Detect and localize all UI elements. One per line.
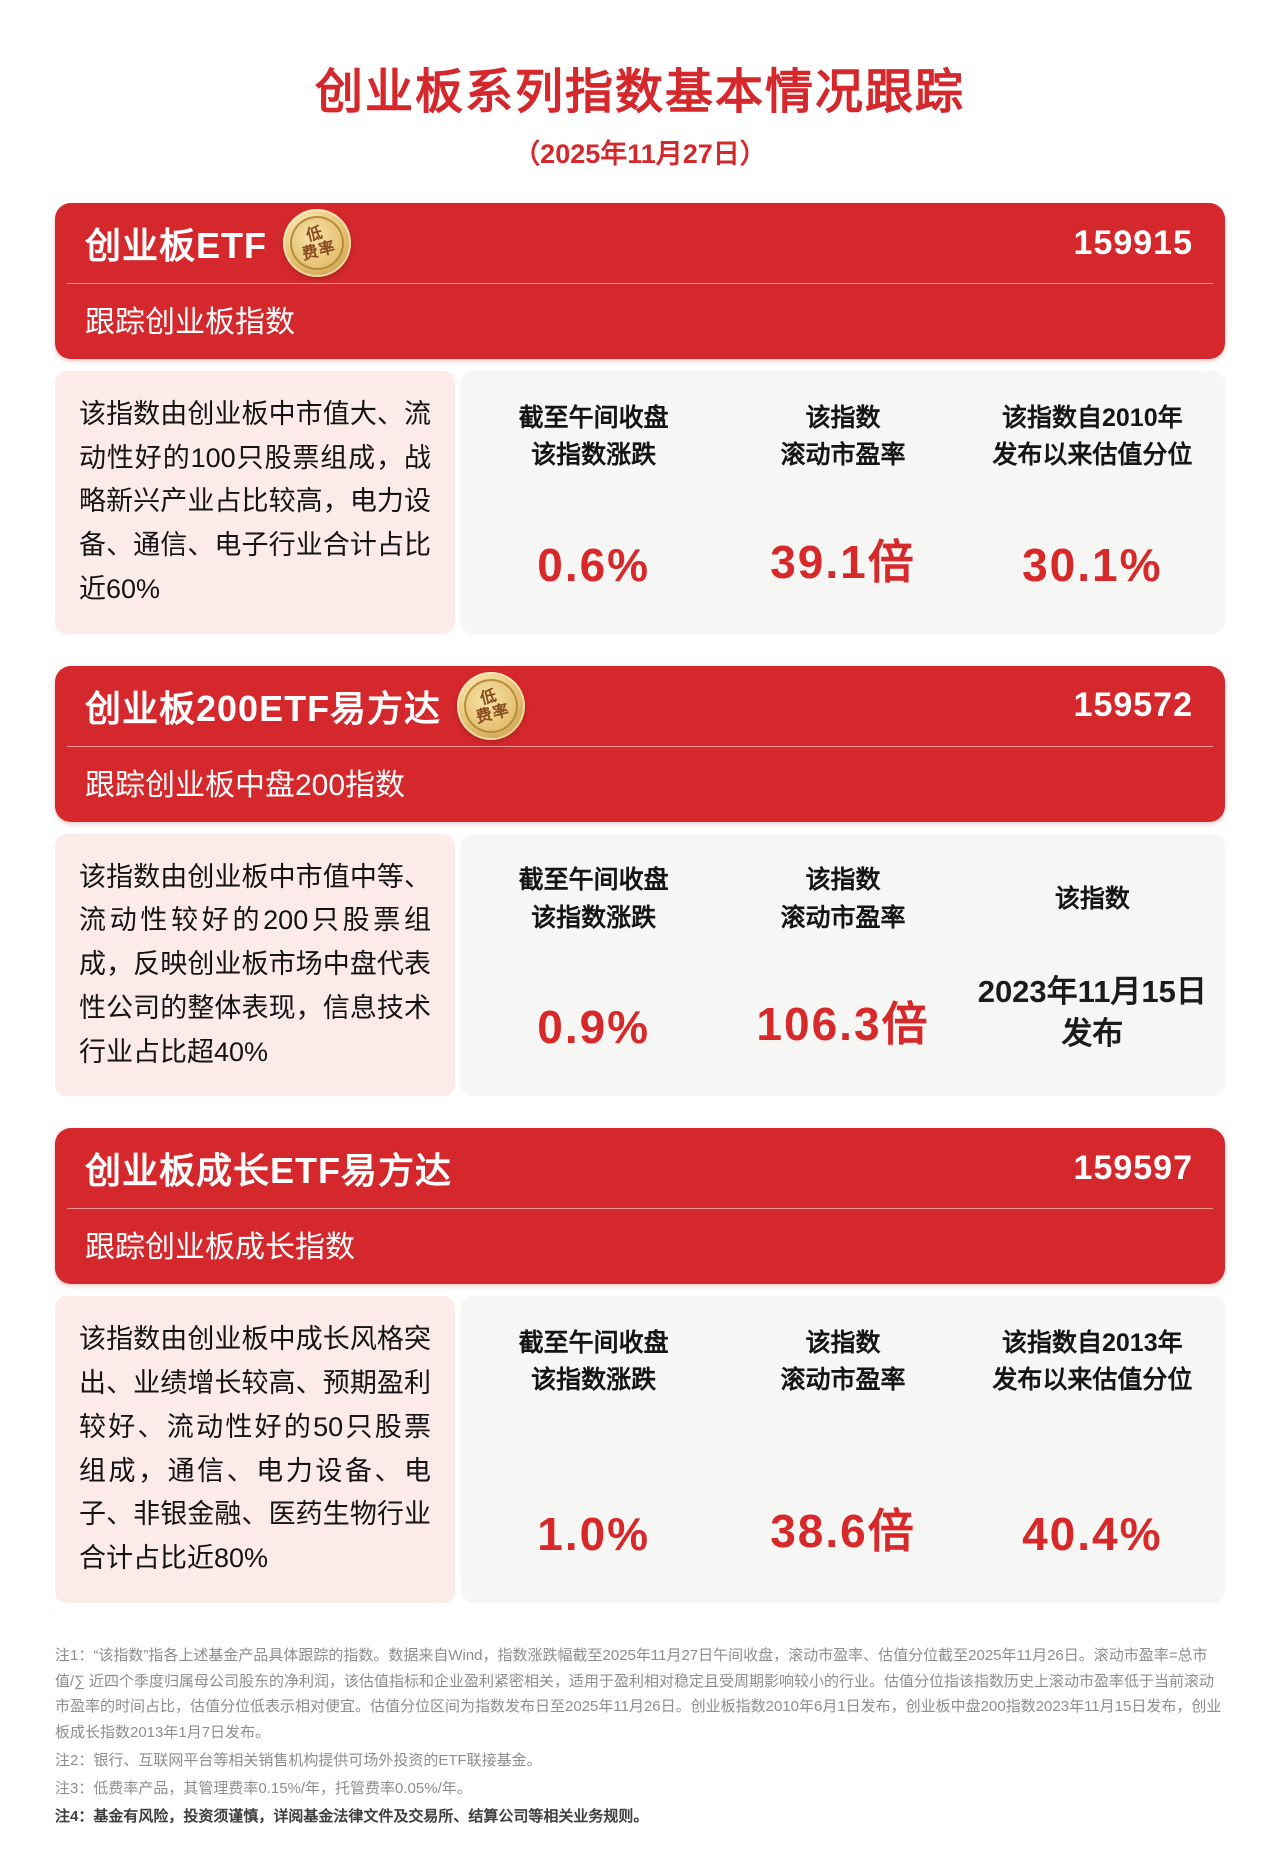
low-fee-seal-text: 低费率 [284, 210, 350, 276]
stat-label: 该指数 滚动市盈率 [780, 403, 906, 470]
stats-panel: 截至午间收盘 该指数涨跌 0.6% 该指数 滚动市盈率 39.1倍 该指数自20… [461, 371, 1225, 634]
card-banner: 创业板200ETF易方达 低费率 159572 跟踪创业板中盘200指数 [55, 665, 1225, 822]
banner-divider [67, 283, 1213, 284]
stat-value: 40.4% [1022, 1507, 1163, 1560]
stat-column-change: 截至午间收盘 该指数涨跌 0.9% [469, 860, 718, 1061]
etf-card-159597: 创业板成长ETF易方达 159597 跟踪创业板成长指数 该指数由创业板中成长风… [55, 1128, 1225, 1603]
stat-column-pe: 该指数 滚动市盈率 106.3倍 [718, 860, 967, 1061]
stat-label: 该指数 [1054, 884, 1130, 913]
fund-subtitle: 跟踪创业板成长指数 [85, 1231, 355, 1265]
fund-subtitle: 跟踪创业板指数 [85, 306, 295, 339]
footnote-2: 注2：银行、互联网平台等相关销售机构提供可场外投资的ETF联接基金。 [55, 1751, 542, 1769]
fund-name: 创业板200ETF易方达 [85, 687, 442, 729]
stat-label: 截至午间收盘 该指数涨跌 [518, 866, 669, 932]
page-title: 创业板系列指数基本情况跟踪 [314, 66, 965, 119]
etf-card-159572: 创业板200ETF易方达 低费率 159572 跟踪创业板中盘200指数 该指数… [55, 665, 1225, 1097]
footnote-1: 注1：“该指数”指各上述基金产品具体跟踪的指数。数据来自Wind，指数涨跌幅截至… [55, 1646, 1222, 1742]
stat-value: 38.6倍 [770, 1504, 916, 1557]
stat-column-change: 截至午间收盘 该指数涨跌 0.6% [469, 397, 718, 598]
fund-code: 159597 [1073, 1148, 1193, 1187]
fund-code: 159915 [1073, 223, 1193, 262]
stat-label: 该指数 滚动市盈率 [780, 866, 906, 932]
banner-title-row: 创业板200ETF易方达 低费率 159572 [55, 666, 1225, 746]
fund-description: 该指数由创业板中市值中等、流动性较好的200只股票组成，反映创业板市场中盘代表性… [55, 833, 455, 1097]
stat-column-percentile: 该指数自2010年 发布以来估值分位 30.1% [968, 397, 1217, 598]
fund-description: 该指数由创业板中成长风格突出、业绩增长较高、预期盈利较好、流动性好的50只股票组… [55, 1296, 455, 1603]
fund-name: 创业板成长ETF易方达 [85, 1150, 452, 1192]
card-banner: 创业板ETF 低费率 159915 跟踪创业板指数 [55, 203, 1225, 359]
stats-panel: 截至午间收盘 该指数涨跌 0.9% 该指数 滚动市盈率 106.3倍 该指数 2… [461, 833, 1225, 1097]
stat-column-pe: 该指数 滚动市盈率 39.1倍 [718, 397, 967, 598]
low-fee-seal-icon: 低费率 [283, 209, 351, 277]
banner-divider [67, 1208, 1213, 1210]
badge-line2: 费率 [300, 238, 338, 264]
banner-title-row: 创业板ETF 低费率 159915 [55, 203, 1225, 283]
stat-value: 1.0% [537, 1507, 651, 1560]
stat-column-release-date: 该指数 2023年11月15日 发布 [968, 860, 1217, 1061]
stat-label: 该指数自2013年 发布以来估值分位 [992, 1328, 1193, 1395]
stat-column-pe: 该指数 滚动市盈率 38.6倍 [718, 1322, 967, 1566]
stat-label: 截至午间收盘 该指数涨跌 [518, 1328, 669, 1395]
banner-title-row: 创业板成长ETF易方达 159597 [55, 1128, 1225, 1208]
stat-label: 该指数 滚动市盈率 [780, 1328, 906, 1395]
footnotes-section: 注1：“该指数”指各上述基金产品具体跟踪的指数。数据来自Wind，指数涨跌幅截至… [55, 1643, 1225, 1830]
stat-label: 截至午间收盘 该指数涨跌 [518, 403, 669, 470]
banner-divider [67, 745, 1213, 747]
stat-value: 0.9% [537, 1001, 651, 1054]
stat-value: 2023年11月15日 发布 [977, 973, 1207, 1051]
card-body: 该指数由创业板中市值中等、流动性较好的200只股票组成，反映创业板市场中盘代表性… [55, 833, 1225, 1097]
card-banner: 创业板成长ETF易方达 159597 跟踪创业板成长指数 [55, 1128, 1225, 1285]
stat-value: 106.3倍 [756, 998, 930, 1051]
page-header: 创业板系列指数基本情况跟踪 （2025年11月27日） [55, 52, 1225, 171]
footnote-3: 注3：低费率产品，其管理费率0.15%/年，托管费率0.05%/年。 [55, 1779, 472, 1797]
low-fee-seal-icon: 低费率 [457, 671, 526, 740]
fund-name: 创业板ETF [85, 225, 267, 266]
page-date: （2025年11月27日） [513, 139, 767, 169]
etf-card-159915: 创业板ETF 低费率 159915 跟踪创业板指数 该指数由创业板中市值大、流动… [55, 203, 1225, 634]
card-body: 该指数由创业板中成长风格突出、业绩增长较高、预期盈利较好、流动性好的50只股票组… [55, 1296, 1225, 1603]
fund-description: 该指数由创业板中市值大、流动性好的100只股票组成，战略新兴产业占比较高，电力设… [55, 371, 455, 634]
badge-line2: 费率 [474, 701, 512, 727]
stat-label: 该指数自2010年 发布以来估值分位 [992, 403, 1193, 470]
stats-panel: 截至午间收盘 该指数涨跌 1.0% 该指数 滚动市盈率 38.6倍 该指数自20… [461, 1296, 1225, 1603]
low-fee-seal-text: 低费率 [458, 672, 524, 739]
stat-column-percentile: 该指数自2013年 发布以来估值分位 40.4% [968, 1322, 1217, 1566]
stat-column-change: 截至午间收盘 该指数涨跌 1.0% [469, 1322, 718, 1566]
stat-value: 0.6% [537, 538, 651, 591]
footnote-4-risk-warning: 注4：基金有风险，投资须谨慎，详阅基金法律文件及交易所、结算公司等相关业务规则。 [55, 1807, 649, 1825]
fund-subtitle: 跟踪创业板中盘200指数 [85, 768, 406, 802]
stat-value: 39.1倍 [770, 535, 916, 588]
fund-code: 159572 [1073, 686, 1193, 725]
card-body: 该指数由创业板中市值大、流动性好的100只股票组成，战略新兴产业占比较高，电力设… [55, 371, 1225, 634]
stat-value: 30.1% [1022, 538, 1163, 591]
